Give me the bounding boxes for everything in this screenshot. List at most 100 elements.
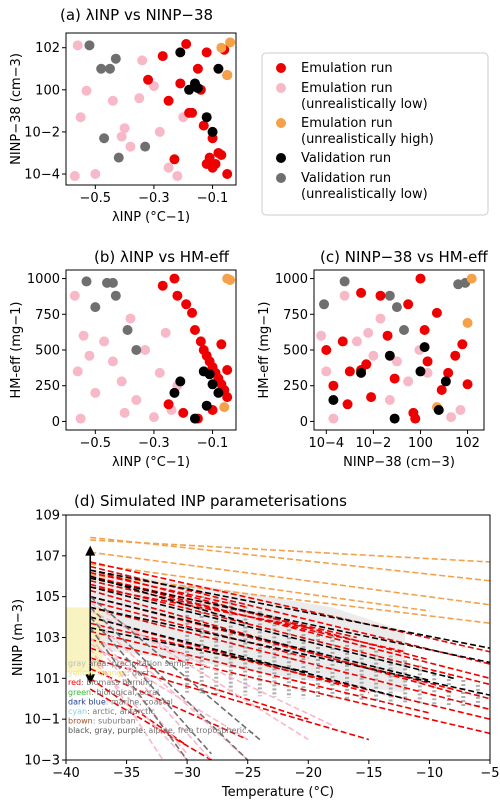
data-point-emulation [403, 299, 414, 310]
data-point-emulation [201, 47, 212, 58]
data-point-validation [207, 126, 218, 137]
data-point-emulation_low [90, 168, 101, 179]
data-point-emulation [443, 367, 454, 378]
plot-frame [65, 32, 237, 186]
data-point-emulation [375, 290, 386, 301]
data-point-validation_low [140, 141, 151, 152]
series-line [89, 688, 212, 760]
data-point-emulation_low [81, 85, 92, 96]
data-point-emulation_low [75, 112, 86, 123]
data-point-emulation_low [69, 171, 80, 182]
data-point-validation_low [110, 53, 121, 64]
data-point-emulation_low [339, 290, 350, 301]
x-tick-label: −0.5 [80, 191, 112, 206]
data-point-validation_low [399, 325, 410, 335]
x-tick-label: −10 [416, 766, 443, 781]
panel-b: (b) λINP vs HM-eff −0.5 −0.3 −0.1 0 250 500 750… [9, 248, 237, 470]
data-point-emulation_low [403, 376, 414, 387]
y-tick-label: 1000 [275, 272, 308, 287]
data-point-emulation_low [131, 395, 142, 405]
y-tick-label: 250 [35, 379, 60, 394]
x-tick-label: 10−4 [308, 436, 344, 451]
data-point-emulation [163, 399, 174, 410]
series-line [90, 577, 490, 664]
data-point-emulation_low [391, 356, 402, 367]
data-point-emulation [192, 63, 203, 74]
data-point-emulation_low [148, 81, 159, 92]
annotation-label: green [68, 688, 91, 697]
data-point-emulation [181, 299, 192, 310]
data-point-validation_low [131, 345, 142, 355]
data-point-validation_low [81, 276, 92, 287]
panel-d: (d) Simulated INP parameterisations gray … [11, 492, 500, 800]
data-point-validation [440, 376, 451, 387]
data-point-validation [433, 405, 444, 415]
data-point-validation_low [384, 290, 395, 301]
data-point-emulation [175, 78, 186, 89]
data-point-validation [419, 342, 430, 353]
annotation-text: : alpine, free tropospheric... [143, 726, 254, 735]
data-point-validation_low [96, 63, 107, 74]
data-point-emulation_low [351, 336, 362, 347]
dust-area [66, 607, 103, 673]
legend-marker-validation_low [276, 173, 286, 183]
annotation-label: cyan [68, 707, 87, 716]
legend-frame [261, 52, 489, 216]
data-point-emulation_low [368, 350, 379, 361]
data-point-emulation_high [225, 37, 236, 48]
data-point-emulation_low [154, 367, 165, 378]
series-line [89, 657, 188, 760]
data-point-emulation_low [134, 93, 145, 104]
y-tick-label: 10−1 [24, 713, 60, 728]
data-point-emulation [337, 336, 348, 347]
data-point-emulation [382, 330, 393, 341]
data-point-emulation [457, 339, 468, 350]
data-point-emulation [157, 51, 168, 62]
panel-title: (b) λINP vs HM-eff [94, 248, 230, 266]
data-point-emulation [189, 325, 200, 335]
annotation-text: : biological, coral [91, 688, 159, 697]
series-line [90, 551, 490, 606]
annotation: black, gray, purple: alpine, free tropos… [68, 726, 254, 735]
series-line [90, 586, 309, 629]
annotation-text: : arctic, antarctic [87, 707, 155, 716]
data-point-emulation_low [137, 55, 148, 66]
x-tick-label: −15 [355, 766, 382, 781]
data-point-emulation_low [69, 290, 80, 301]
x-axis-label: λINP (°C−1) [112, 455, 190, 470]
data-point-emulation [410, 413, 421, 424]
data-point-emulation_low [172, 171, 183, 182]
legend-label: Emulation run [301, 61, 393, 76]
data-point-emulation_low [119, 123, 130, 134]
series-line [90, 539, 490, 563]
precipitation-area [90, 570, 406, 693]
data-point-emulation_low [375, 313, 386, 324]
legend-label: (unrealistically low) [301, 97, 428, 112]
data-point-validation_low [391, 302, 402, 313]
annotation-text: area: precipitation samp... [86, 659, 194, 668]
annotation: dark blue: marine, coastal [68, 697, 173, 706]
x-tick-label: 100 [408, 436, 433, 451]
legend-label: Emulation run [301, 116, 393, 131]
data-point-emulation_low [148, 412, 159, 423]
data-point-emulation_low [328, 413, 339, 424]
data-point-emulation [216, 149, 227, 160]
y-tick-label: 100 [35, 83, 60, 98]
annotation-text: : marine, coastal [106, 697, 173, 706]
x-axis-label: NINP−38 (cm−3) [343, 455, 455, 470]
data-point-emulation_high [466, 273, 477, 284]
data-point-emulation_low [446, 412, 457, 423]
x-tick-label: −0.3 [138, 436, 170, 451]
annotation: brown: suburban [68, 717, 136, 726]
y-tick-label: 250 [283, 379, 308, 394]
data-point-emulation_low [316, 330, 327, 341]
legend: Emulation run Emulation run (unrealistical… [261, 52, 489, 216]
plot-area [316, 273, 477, 424]
data-point-validation_low [110, 290, 121, 301]
data-point-validation_low [90, 302, 101, 313]
annotation-label: gray [68, 659, 86, 668]
data-point-emulation_low [72, 40, 83, 51]
data-point-emulation [222, 168, 233, 179]
x-tick-label: −20 [295, 766, 322, 781]
series-line [90, 569, 490, 649]
